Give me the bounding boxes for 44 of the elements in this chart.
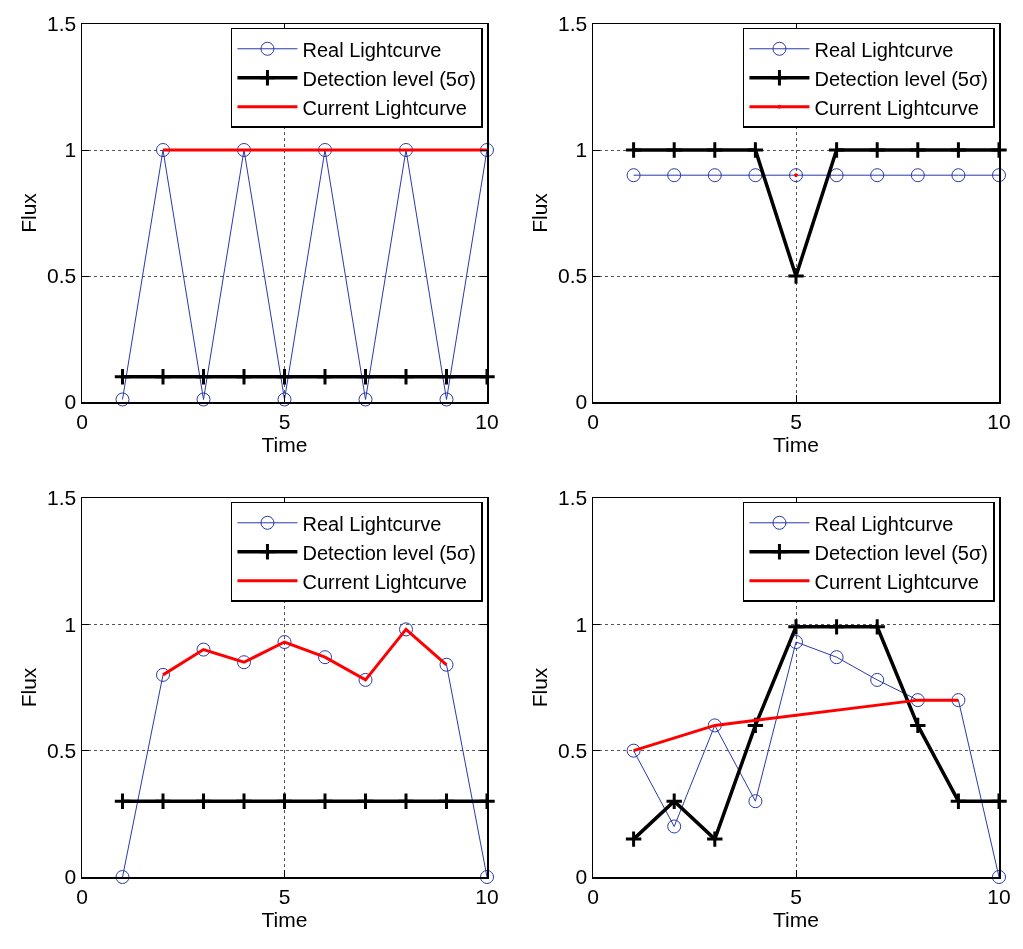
y-tick-label: 1.5 bbox=[558, 12, 588, 36]
y-axis-title: Flux bbox=[17, 192, 41, 233]
y-tick-label: 0.5 bbox=[558, 264, 588, 288]
x-axis-title: Time bbox=[261, 907, 308, 931]
x-tick-label: 10 bbox=[475, 884, 499, 908]
legend-label: Real Lightcurve bbox=[302, 512, 442, 535]
y-axis-title: Flux bbox=[528, 192, 552, 233]
y-tick-label: 0.5 bbox=[558, 739, 588, 763]
y-tick-label: 1.5 bbox=[47, 486, 77, 510]
legend-label: Real Lightcurve bbox=[814, 38, 954, 61]
x-axis-title: Time bbox=[261, 432, 308, 456]
legend-label: Current Lightcurve bbox=[814, 570, 979, 593]
x-axis-title: Time bbox=[773, 432, 819, 456]
legend-label: Real Lightcurve bbox=[814, 512, 954, 535]
y-axis-title: Flux bbox=[17, 667, 41, 708]
y-tick-label: 0 bbox=[575, 390, 588, 414]
y-tick-label: 0 bbox=[575, 865, 588, 889]
y-tick-label: 1 bbox=[575, 138, 588, 162]
y-tick-label: 0 bbox=[64, 390, 77, 414]
y-tick-label: 1.5 bbox=[558, 486, 588, 510]
legend-label: Detection level (5σ) bbox=[814, 541, 988, 564]
legend-label: Detection level (5σ) bbox=[814, 67, 988, 90]
y-axis-title: Flux bbox=[528, 667, 552, 708]
y-tick-label: 1 bbox=[64, 138, 77, 162]
x-tick-label: 5 bbox=[278, 409, 291, 433]
legend-label: Detection level (5σ) bbox=[302, 541, 476, 564]
x-axis-title: Time bbox=[773, 907, 819, 931]
x-tick-label: 5 bbox=[790, 409, 802, 433]
y-tick-label: 0.5 bbox=[47, 264, 77, 288]
legend-label: Current Lightcurve bbox=[814, 96, 979, 119]
x-tick-label: 10 bbox=[475, 409, 499, 433]
y-tick-label: 1 bbox=[575, 612, 588, 636]
x-tick-label: 5 bbox=[278, 884, 291, 908]
legend-label: Current Lightcurve bbox=[302, 96, 467, 119]
legend-label: Current Lightcurve bbox=[302, 570, 467, 593]
legend-label: Detection level (5σ) bbox=[302, 67, 476, 90]
x-tick-label: 5 bbox=[790, 884, 802, 908]
y-tick-label: 0 bbox=[64, 865, 77, 889]
y-tick-label: 1 bbox=[64, 612, 77, 636]
x-tick-label: 10 bbox=[987, 409, 1011, 433]
y-tick-label: 0.5 bbox=[47, 739, 77, 763]
y-tick-label: 1.5 bbox=[47, 12, 77, 36]
legend-label: Real Lightcurve bbox=[302, 38, 442, 61]
x-tick-label: 10 bbox=[987, 884, 1011, 908]
